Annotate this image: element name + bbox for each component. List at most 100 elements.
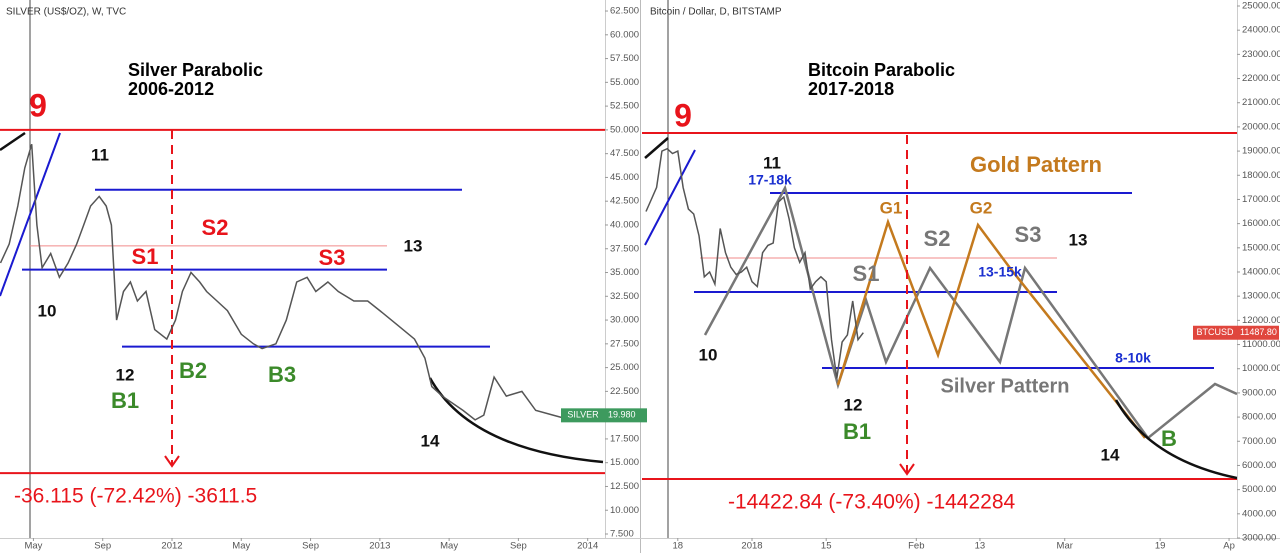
measure-arrow	[164, 455, 180, 468]
x-tick-label: Mar	[1057, 541, 1073, 552]
price-tag-symbol: SILVER	[567, 410, 599, 420]
y-tick-label: 52.500	[610, 101, 639, 112]
x-tick-label: 2014	[577, 541, 598, 552]
chart-subtitle: 2006-2012	[128, 79, 214, 99]
x-tick-label: Sep	[94, 541, 111, 552]
y-tick-label: 30.000	[610, 315, 639, 326]
y-tick-label: 24000.00	[1242, 25, 1280, 36]
annotation: 11	[763, 153, 781, 172]
x-tick-label: 19	[1155, 541, 1166, 552]
y-tick-label: 55.000	[610, 77, 639, 88]
y-tick-label: 15000.00	[1242, 242, 1280, 253]
price-tag-symbol-box	[561, 408, 605, 423]
y-tick-label: 57.500	[610, 53, 639, 64]
y-tick-label: 27.500	[610, 338, 639, 349]
y-tick-label: 9000.00	[1242, 387, 1276, 398]
y-tick-label: 20000.00	[1242, 121, 1280, 132]
annotation: Gold Pattern	[970, 152, 1102, 177]
annotation: B1	[843, 419, 871, 444]
annotation: S3	[1015, 222, 1042, 247]
annotation: S2	[924, 226, 951, 251]
y-tick-label: 50.000	[610, 124, 639, 135]
annotation: 13	[1069, 230, 1088, 249]
price-tag-label: 19.980	[608, 410, 636, 420]
annotation: 11	[91, 145, 109, 164]
annotation: B1	[111, 388, 139, 413]
y-tick-label: 11000.00	[1242, 339, 1280, 350]
measure-label: -36.115 (-72.42%) -3611.5	[14, 485, 257, 508]
annotation: 14	[1101, 445, 1120, 464]
price-line	[0, 143, 597, 421]
y-tick-label: 62.500	[610, 6, 639, 17]
annotation: G2	[970, 198, 993, 217]
x-tick-label: May	[232, 541, 250, 552]
y-tick-label: 15.000	[610, 457, 639, 468]
x-tick-label: 13	[975, 541, 986, 552]
annotation: B	[1161, 426, 1177, 451]
annotation: 13	[404, 236, 423, 255]
measure-arrow	[899, 463, 915, 476]
x-tick-label: Sep	[510, 541, 527, 552]
annotation: 10	[38, 301, 57, 320]
y-tick-label: 5000.00	[1242, 484, 1276, 495]
x-tick-label: May	[24, 541, 42, 552]
drawing-line	[1114, 399, 1237, 480]
y-tick-label: 32.500	[610, 291, 639, 302]
x-tick-label: Sep	[302, 541, 319, 552]
y-tick-label: 17.500	[610, 433, 639, 444]
annotation: 10	[699, 345, 718, 364]
y-tick-label: 4000.00	[1242, 508, 1276, 519]
x-tick-label: Ap	[1223, 541, 1235, 552]
y-tick-label: 16000.00	[1242, 218, 1280, 229]
drawing-line	[644, 149, 696, 246]
annotation: S1	[853, 261, 880, 286]
chart-title: Silver Parabolic	[128, 60, 263, 80]
chart-header: SILVER (US$/OZ), W, TVC	[6, 7, 126, 18]
y-tick-label: 10.000	[610, 505, 639, 516]
chart-subtitle: 2017-2018	[808, 79, 894, 99]
annotation: 12	[116, 365, 135, 384]
price-line	[645, 147, 864, 379]
y-tick-label: 25000.00	[1242, 1, 1280, 12]
y-tick-label: 42.500	[610, 196, 639, 207]
drawing-line	[703, 184, 1237, 440]
price-tag-box	[1237, 325, 1279, 340]
y-tick-label: 7000.00	[1242, 436, 1276, 447]
annotation: 17-18k	[748, 172, 792, 188]
y-tick-label: 12000.00	[1242, 315, 1280, 326]
annotation: S1	[132, 244, 159, 269]
annotation: B2	[179, 358, 207, 383]
y-tick-label: 45.000	[610, 172, 639, 183]
y-tick-label: 6000.00	[1242, 460, 1276, 471]
y-tick-label: 8000.00	[1242, 412, 1276, 423]
y-tick-label: 23000.00	[1242, 49, 1280, 60]
drawing-line	[0, 131, 26, 152]
y-tick-label: 12.500	[610, 481, 639, 492]
price-tag-symbol: BTCUSD	[1196, 327, 1234, 337]
x-tick-label: 2012	[161, 541, 182, 552]
annotation: G1	[880, 198, 903, 217]
y-tick-label: 13000.00	[1242, 291, 1280, 302]
annotation: S3	[319, 245, 346, 270]
annotation: S2	[202, 215, 229, 240]
y-tick-label: 37.500	[610, 243, 639, 254]
chart-title: Bitcoin Parabolic	[808, 60, 955, 80]
annotation: B3	[268, 362, 296, 387]
annotation: 14	[421, 431, 440, 450]
price-tag-label: 11487.80	[1240, 327, 1277, 337]
drawing-line	[836, 218, 1146, 439]
chart-header: Bitcoin / Dollar, D, BITSTAMP	[650, 7, 782, 18]
y-tick-label: 3000.00	[1242, 533, 1276, 544]
y-tick-label: 10000.00	[1242, 363, 1280, 374]
annotation: 12	[844, 395, 863, 414]
chart-panel	[642, 0, 1237, 538]
x-tick-label: 2018	[741, 541, 762, 552]
y-tick-label: 14000.00	[1242, 267, 1280, 278]
measure-label: -14422.84 (-73.40%) -1442284	[728, 491, 1016, 514]
x-tick-label: 2013	[369, 541, 390, 552]
annotation: 9	[674, 97, 692, 133]
y-tick-label: 22000.00	[1242, 73, 1280, 84]
y-tick-label: 60.000	[610, 29, 639, 40]
y-tick-label: 25.000	[610, 362, 639, 373]
